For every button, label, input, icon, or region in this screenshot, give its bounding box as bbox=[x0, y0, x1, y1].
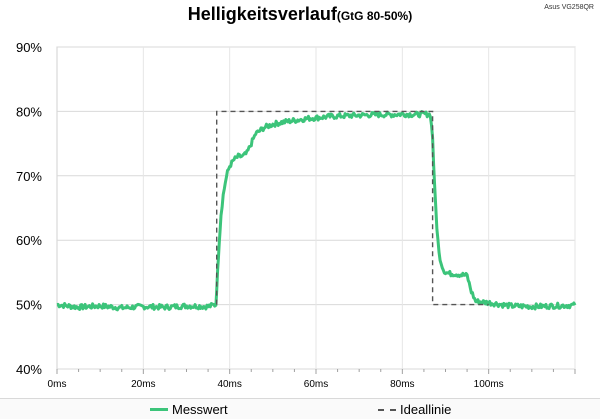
legend-item-messwert: Messwert bbox=[150, 402, 228, 417]
y-tick-label: 50% bbox=[16, 298, 42, 313]
x-tick-label: 0ms bbox=[48, 379, 67, 390]
monitor-model-label: Asus VG258QR bbox=[544, 4, 594, 11]
y-tick-label: 60% bbox=[16, 233, 42, 248]
legend-item-ideallinie: Ideallinie bbox=[378, 402, 451, 417]
legend-label-messwert: Messwert bbox=[172, 402, 228, 417]
chart-subtitle: (GtG 80-50%) bbox=[336, 9, 413, 23]
legend-label-ideallinie: Ideallinie bbox=[400, 402, 452, 417]
x-tick-label: 80ms bbox=[390, 379, 414, 390]
chart-title: Helligkeitsverlauf(GtG 80-50%) bbox=[0, 4, 600, 25]
series-line-messwert bbox=[56, 110, 577, 312]
y-tick-label: 40% bbox=[16, 362, 42, 377]
y-tick-label: 80% bbox=[16, 104, 42, 119]
chart-title-text: Helligkeitsverlauf bbox=[187, 4, 337, 24]
series-line-ideallinie bbox=[215, 110, 489, 306]
x-tick-label: 20ms bbox=[131, 379, 155, 390]
x-tick-label: 100ms bbox=[474, 379, 504, 390]
x-tick-label: 60ms bbox=[304, 379, 328, 390]
chart-canvas: 40% 50% 60% 70% 80% 90% 0ms 20ms 40ms 60ms 80ms 100… bbox=[16, 40, 577, 390]
legend-swatch-ideallinie bbox=[378, 408, 396, 411]
y-tick-label: 70% bbox=[16, 169, 42, 184]
y-tick-label: 90% bbox=[16, 40, 42, 55]
legend-swatch-messwert bbox=[150, 408, 168, 411]
x-tick-label: 40ms bbox=[217, 379, 241, 390]
legend: Messwert Ideallinie bbox=[0, 398, 600, 419]
